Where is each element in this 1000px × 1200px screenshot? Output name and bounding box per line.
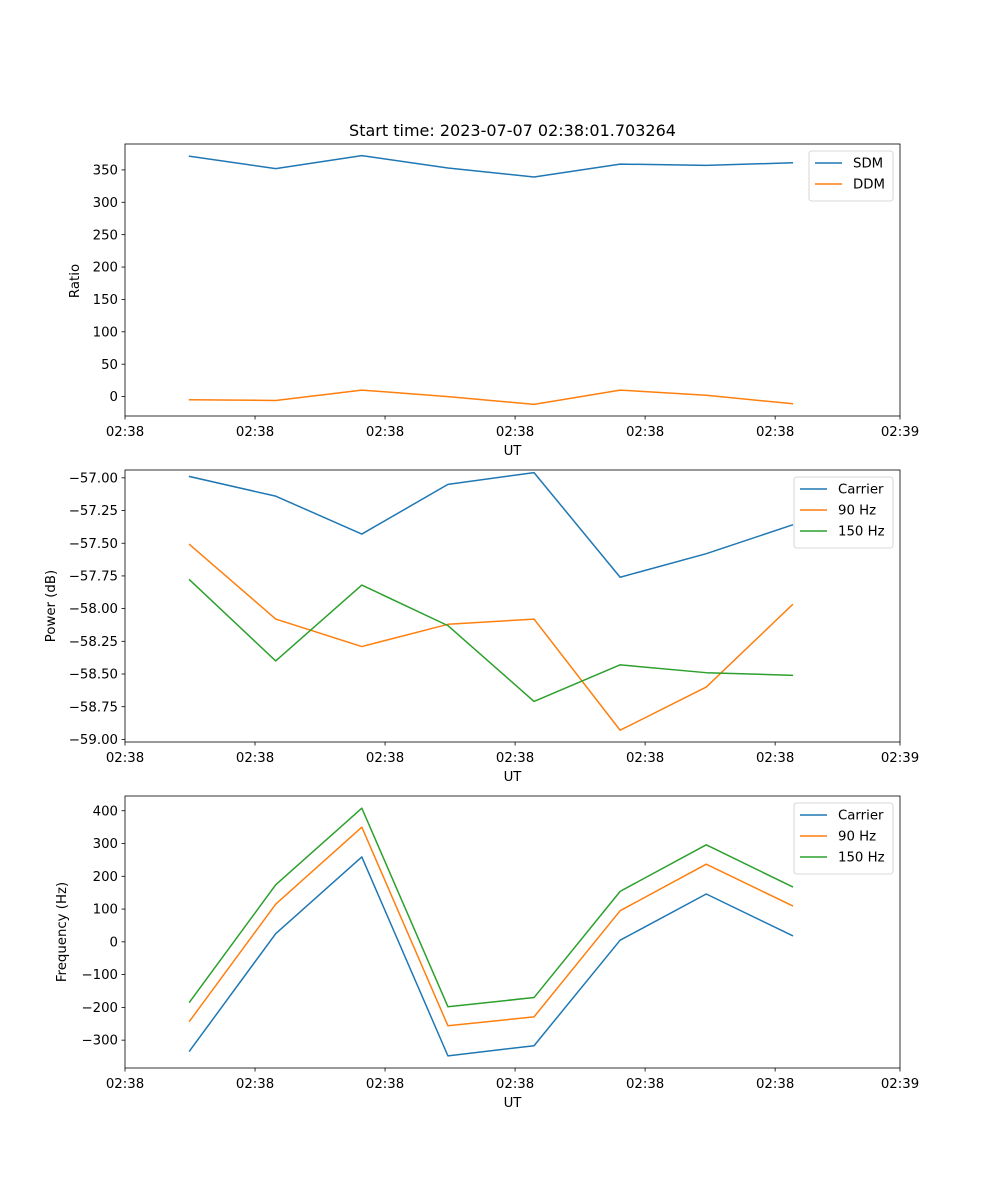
frequency-x-tick-label: 02:38 — [236, 1077, 274, 1092]
power-legend: Carrier 90 Hz 150 Hz — [793, 476, 894, 549]
power-y-tick-label: −59.00 — [69, 733, 118, 748]
subplot-ratio: Ratio UT 02:38 02:38 02:38 02:38 02:38 02:38 0… — [68, 143, 919, 459]
power-y-tick-label: −58.50 — [69, 668, 118, 683]
power-x-tick-label: 02:38 — [106, 751, 144, 766]
ratio-x-tick-label: 02:38 — [626, 425, 664, 440]
frequency-xlabel: UT — [504, 1096, 523, 1111]
power-x-tick-label: 02:38 — [366, 751, 404, 766]
frequency-legend: Carrier 90 Hz 150 Hz — [793, 802, 894, 875]
power-legend-label: 150 Hz — [838, 525, 885, 540]
ratio-x-tick-label: 02:38 — [236, 425, 274, 440]
frequency-y-tick-label: −100 — [81, 968, 118, 983]
frequency-legend-label: 90 Hz — [838, 830, 876, 845]
ratio-y-tick-label: 150 — [93, 293, 118, 308]
power-y-tick-label: −58.25 — [69, 635, 118, 650]
frequency-ylabel: Frequency (Hz) — [55, 882, 70, 982]
frequency-y-tick-label: 100 — [93, 903, 118, 918]
frequency-x-tick-label: 02:38 — [756, 1077, 794, 1092]
subplot-frequency: Frequency (Hz) UT 02:38 02:38 02:38 02:38 02… — [55, 795, 919, 1111]
frequency-x-tick-label: 02:39 — [881, 1077, 919, 1092]
frequency-x-tick-label: 02:38 — [106, 1077, 144, 1092]
ratio-xlabel: UT — [504, 444, 523, 459]
ratio-x-tick-label: 02:39 — [881, 425, 919, 440]
frequency-y-tick-label: −300 — [81, 1034, 118, 1049]
power-legend-label: 90 Hz — [838, 504, 876, 519]
ratio-y-tick-label: 200 — [93, 261, 118, 276]
ratio-x-tick-label: 02:38 — [366, 425, 404, 440]
power-xlabel: UT — [504, 770, 523, 785]
ratio-series-sdm — [188, 154, 794, 178]
frequency-legend-label: Carrier — [838, 809, 884, 824]
ratio-y-tick-label: 250 — [93, 228, 118, 243]
power-series-150-hz — [188, 578, 794, 703]
frequency-series-150-hz — [188, 807, 794, 1008]
ratio-x-tick-label: 02:38 — [106, 425, 144, 440]
frequency-axes-frame — [124, 795, 901, 1069]
power-x-tick-label: 02:38 — [626, 751, 664, 766]
power-y-tick-label: −57.00 — [69, 471, 118, 486]
ratio-ylabel: Ratio — [68, 264, 83, 298]
power-ylabel: Power (dB) — [44, 570, 59, 642]
ratio-x-tick-label: 02:38 — [496, 425, 534, 440]
power-y-tick-label: −57.50 — [69, 537, 118, 552]
frequency-y-tick-label: 0 — [110, 935, 118, 950]
frequency-legend-label: 150 Hz — [838, 851, 885, 866]
power-x-tick-label: 02:38 — [756, 751, 794, 766]
ratio-legend: SDM DDM — [808, 150, 894, 202]
ratio-y-tick-label: 0 — [110, 390, 118, 405]
power-series-90-hz — [188, 543, 794, 731]
ratio-series-ddm — [188, 389, 794, 406]
ratio-x-tick-label: 02:38 — [756, 425, 794, 440]
ratio-axes-frame — [124, 143, 901, 417]
ratio-legend-label: SDM — [853, 157, 883, 172]
power-x-tick-label: 02:39 — [881, 751, 919, 766]
frequency-y-tick-label: 200 — [93, 870, 118, 885]
ratio-legend-label: DDM — [853, 178, 885, 193]
figure-title: Start time: 2023-07-07 02:38:01.703264 — [349, 121, 676, 140]
frequency-series-carrier — [188, 856, 794, 1057]
power-x-tick-label: 02:38 — [236, 751, 274, 766]
power-y-tick-label: −58.75 — [69, 700, 118, 715]
frequency-x-tick-label: 02:38 — [496, 1077, 534, 1092]
frequency-x-tick-label: 02:38 — [366, 1077, 404, 1092]
ratio-y-tick-label: 100 — [93, 325, 118, 340]
subplot-power: Power (dB) UT 02:38 02:38 02:38 02:38 02:38 0… — [44, 469, 919, 785]
ratio-y-tick-label: 300 — [93, 196, 118, 211]
power-y-tick-label: −58.00 — [69, 602, 118, 617]
frequency-y-tick-label: 400 — [93, 804, 118, 819]
frequency-y-tick-label: 300 — [93, 837, 118, 852]
frequency-series-90-hz — [188, 826, 794, 1027]
power-x-tick-label: 02:38 — [496, 751, 534, 766]
frequency-x-tick-label: 02:38 — [626, 1077, 664, 1092]
ratio-y-tick-label: 350 — [93, 164, 118, 179]
power-legend-label: Carrier — [838, 483, 884, 498]
power-axes-frame — [124, 469, 901, 743]
frequency-y-tick-label: −200 — [81, 1001, 118, 1016]
power-y-tick-label: −57.25 — [69, 504, 118, 519]
power-series-carrier — [188, 471, 794, 578]
power-y-tick-label: −57.75 — [69, 570, 118, 585]
ratio-y-tick-label: 50 — [101, 358, 118, 373]
